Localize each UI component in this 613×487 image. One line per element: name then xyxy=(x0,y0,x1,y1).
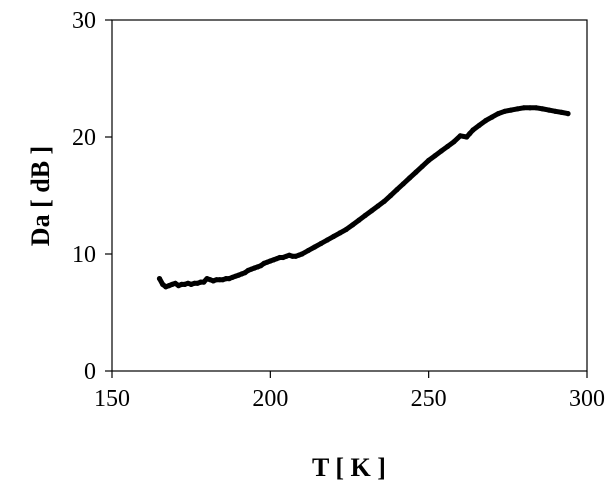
data-point xyxy=(552,108,558,114)
data-point xyxy=(438,148,444,154)
data-point xyxy=(362,212,368,218)
data-point xyxy=(375,203,381,209)
data-point xyxy=(527,105,533,111)
data-point xyxy=(356,217,362,223)
x-tick-label: 300 xyxy=(569,386,605,412)
data-point xyxy=(546,107,552,113)
data-point xyxy=(540,106,546,112)
data-point xyxy=(419,163,425,169)
data-point xyxy=(451,139,457,145)
data-point xyxy=(457,133,463,139)
data-point xyxy=(565,111,571,117)
data-point xyxy=(331,233,337,239)
data-point xyxy=(156,276,163,282)
data-point xyxy=(432,153,438,159)
x-tick-label: 250 xyxy=(411,386,447,412)
y-axis-ticks xyxy=(105,19,112,372)
data-point xyxy=(470,127,476,133)
data-point xyxy=(476,122,482,128)
data-point xyxy=(489,114,495,120)
y-axis-tick-labels: 0 10 20 30 xyxy=(72,8,96,385)
data-point xyxy=(350,222,356,228)
data-point xyxy=(324,237,330,243)
data-point xyxy=(312,244,318,250)
y-tick-label: 10 xyxy=(72,242,96,268)
y-axis-title: Da [ dB ] xyxy=(26,146,55,246)
data-point xyxy=(394,187,400,193)
data-point xyxy=(343,226,349,232)
data-point xyxy=(467,130,473,137)
data-point xyxy=(413,169,419,175)
data-point xyxy=(201,279,207,285)
data-point xyxy=(559,109,565,115)
data-point xyxy=(445,143,451,149)
data-point xyxy=(521,105,527,111)
data-point xyxy=(299,251,305,257)
data-point xyxy=(508,107,514,113)
data-point xyxy=(318,240,324,247)
data-point xyxy=(533,105,539,111)
data-point xyxy=(495,111,501,117)
data-point xyxy=(483,118,489,124)
data-point xyxy=(514,106,520,112)
y-tick-label: 20 xyxy=(72,125,96,151)
data-series xyxy=(156,105,571,290)
x-axis-ticks xyxy=(111,371,588,378)
data-point xyxy=(426,157,432,163)
data-point xyxy=(400,181,406,187)
data-point xyxy=(464,134,470,140)
x-axis-title: T [ K ] xyxy=(312,453,386,482)
data-point xyxy=(305,247,311,254)
y-tick-label: 30 xyxy=(72,8,96,34)
y-tick-label: 0 xyxy=(84,359,96,385)
data-point xyxy=(502,108,508,114)
x-tick-label: 200 xyxy=(252,386,288,412)
x-tick-label: 150 xyxy=(94,386,130,412)
data-point xyxy=(337,230,343,236)
data-point xyxy=(369,208,375,214)
data-point xyxy=(388,192,394,199)
plot-area xyxy=(111,19,588,372)
data-point xyxy=(407,175,413,181)
x-axis-tick-labels: 150 200 250 300 xyxy=(94,386,605,412)
data-point xyxy=(381,198,387,204)
